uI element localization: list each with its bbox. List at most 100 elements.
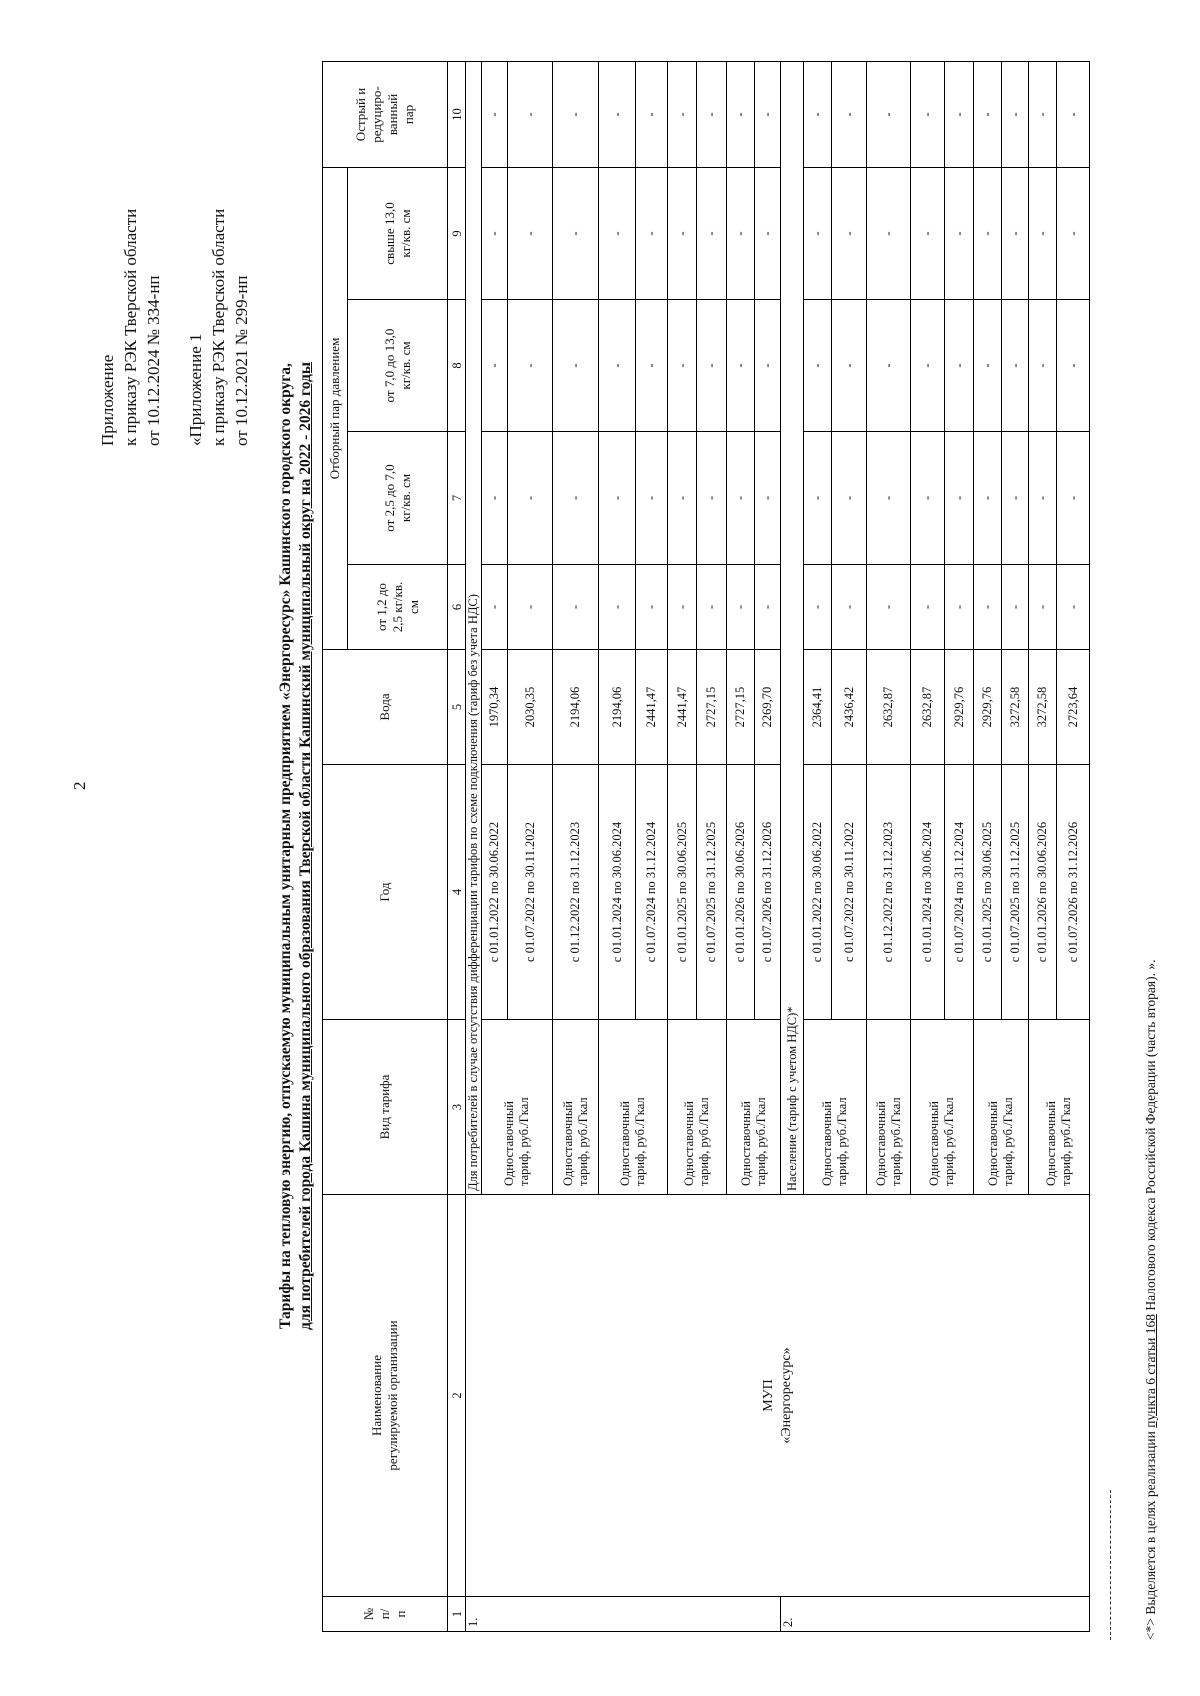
steam-tariff-cell: - xyxy=(944,564,974,650)
period-cell: с 01.12.2022 по 31.12.2023 xyxy=(552,764,599,1020)
steam-tariff-cell: - xyxy=(831,431,867,565)
water-tariff-cell: 2929,76 xyxy=(973,649,1002,765)
steam-tariff-cell: - xyxy=(635,299,668,432)
section-number: 2. xyxy=(780,1596,1090,1632)
page-number: 2 xyxy=(70,781,89,791)
steam-tariff-cell: - xyxy=(866,299,911,432)
sharp-steam-tariff-cell: - xyxy=(507,61,553,168)
sharp-steam-tariff-cell: - xyxy=(598,61,636,168)
header-number: № п/ п xyxy=(322,1596,448,1632)
water-tariff-cell: 2269,70 xyxy=(754,649,781,765)
steam-tariff-cell: - xyxy=(944,167,974,300)
steam-tariff-cell: - xyxy=(866,564,911,650)
water-tariff-cell: 2441,47 xyxy=(635,649,668,765)
steam-tariff-cell: - xyxy=(598,299,636,432)
steam-tariff-cell: - xyxy=(831,167,867,300)
steam-tariff-cell: - xyxy=(598,167,636,300)
steam-tariff-cell: - xyxy=(481,299,508,432)
header-steam-3: от 7,0 до 13,0 кг/кв. см xyxy=(347,299,448,432)
header-organization: Наименование регулируемой организации xyxy=(322,1194,448,1597)
period-cell: с 01.07.2022 по 30.11.2022 xyxy=(507,764,553,1020)
column-number: 3 xyxy=(447,1019,466,1195)
header-steam-group: Отборный пар давлением xyxy=(322,167,348,650)
steam-tariff-cell: - xyxy=(481,431,508,565)
prior-appendix-header: «Приложение 1 к приказу РЭК Тверской обл… xyxy=(184,209,253,446)
steam-tariff-cell: - xyxy=(754,299,781,432)
steam-tariff-cell: - xyxy=(1001,564,1029,650)
steam-tariff-cell: - xyxy=(973,299,1002,432)
appendix-header: Приложение к приказу РЭК Тверской област… xyxy=(96,209,165,446)
sharp-steam-tariff-cell: - xyxy=(831,61,867,168)
steam-tariff-cell: - xyxy=(507,167,553,300)
steam-tariff-cell: - xyxy=(803,167,832,300)
steam-tariff-cell: - xyxy=(726,564,755,650)
steam-tariff-cell: - xyxy=(866,431,911,565)
steam-tariff-cell: - xyxy=(481,167,508,300)
sharp-steam-tariff-cell: - xyxy=(754,61,781,168)
steam-tariff-cell: - xyxy=(507,564,553,650)
period-cell: с 01.01.2025 по 30.06.2025 xyxy=(973,764,1002,1020)
steam-tariff-cell: - xyxy=(552,431,599,565)
steam-tariff-cell: - xyxy=(910,167,945,300)
appendix-line: Приложение xyxy=(98,354,117,446)
water-tariff-cell: 2436,42 xyxy=(831,649,867,765)
header-steam-2: от 2,5 до 7,0 кг/кв. см xyxy=(347,431,448,565)
steam-tariff-cell: - xyxy=(667,564,697,650)
tariff-type: Одноставочный тариф, руб./Гкал xyxy=(552,1019,599,1195)
tariff-type: Одноставочный тариф, руб./Гкал xyxy=(667,1019,727,1195)
tariff-type: Одноставочный тариф, руб./Гкал xyxy=(973,1019,1029,1195)
section-label: Для потребителей в случае отсутствия диф… xyxy=(465,61,482,1195)
sharp-steam-tariff-cell: - xyxy=(481,61,508,168)
tariff-table: № п/ п Наименование регулируемой организ… xyxy=(322,61,1090,1632)
sharp-steam-tariff-cell: - xyxy=(696,61,727,168)
steam-tariff-cell: - xyxy=(696,167,727,300)
tariff-type: Одноставочный тариф, руб./Гкал xyxy=(481,1019,553,1195)
water-tariff-cell: 2727,15 xyxy=(726,649,755,765)
water-tariff-cell: 2030,35 xyxy=(507,649,553,765)
period-cell: с 01.07.2024 по 31.12.2024 xyxy=(944,764,974,1020)
steam-tariff-cell: - xyxy=(667,431,697,565)
column-number: 10 xyxy=(447,61,466,168)
steam-tariff-cell: - xyxy=(1001,431,1029,565)
title-line: для потребителей города Кашина муниципал… xyxy=(297,362,314,1330)
sharp-steam-tariff-cell: - xyxy=(1028,61,1057,168)
column-number: 1 xyxy=(447,1596,466,1632)
sharp-steam-tariff-cell: - xyxy=(1056,61,1090,168)
water-tariff-cell: 2441,47 xyxy=(667,649,697,765)
period-cell: с 01.01.2024 по 30.06.2024 xyxy=(910,764,945,1020)
water-tariff-cell: 2727,15 xyxy=(696,649,727,765)
column-numbers-row: 1 2 3 4 5 6 7 8 9 10 xyxy=(447,61,466,1632)
tariff-type: Одноставочный тариф, руб./Гкал xyxy=(866,1019,911,1195)
tariff-type: Одноставочный тариф, руб./Гкал xyxy=(910,1019,974,1195)
steam-tariff-cell: - xyxy=(831,299,867,432)
steam-tariff-cell: - xyxy=(1056,299,1090,432)
sharp-steam-tariff-cell: - xyxy=(667,61,697,168)
steam-tariff-cell: - xyxy=(726,167,755,300)
period-cell: с 01.01.2026 по 30.06.2026 xyxy=(1028,764,1057,1020)
steam-tariff-cell: - xyxy=(910,564,945,650)
footnote-law-reference-link[interactable]: пункта 6 статьи 168 xyxy=(1143,1313,1158,1428)
appendix-line: к приказу РЭК Тверской области xyxy=(121,208,140,446)
steam-tariff-cell: - xyxy=(944,299,974,432)
header-tariff-type: Вид тарифа xyxy=(322,1019,448,1195)
title-line: Тарифы на тепловую энергию, отпускаемую … xyxy=(277,363,294,1329)
tariff-table-body: 1. МУП «Энергоресурс» Для потребителей в с… xyxy=(465,61,1090,1632)
period-cell: с 01.07.2022 по 30.11.2022 xyxy=(831,764,867,1020)
period-cell: с 01.07.2025 по 31.12.2025 xyxy=(696,764,727,1020)
header-year: Год xyxy=(322,764,448,1020)
steam-tariff-cell: - xyxy=(803,564,832,650)
period-cell: с 01.01.2022 по 30.06.2022 xyxy=(803,764,832,1020)
column-number: 4 xyxy=(447,764,466,1020)
steam-tariff-cell: - xyxy=(1028,167,1057,300)
steam-tariff-cell: - xyxy=(598,431,636,565)
steam-tariff-cell: - xyxy=(507,431,553,565)
water-tariff-cell: 2194,06 xyxy=(552,649,599,765)
steam-tariff-cell: - xyxy=(1056,431,1090,565)
header-steam-4: свыше 13,0 кг/кв. см xyxy=(347,167,448,300)
steam-tariff-cell: - xyxy=(1028,564,1057,650)
water-tariff-cell: 2194,06 xyxy=(598,649,636,765)
steam-tariff-cell: - xyxy=(944,431,974,565)
footnote-text: Налогового кодекса Российской Федерации … xyxy=(1143,959,1158,1314)
water-tariff-cell: 3272,58 xyxy=(1028,649,1057,765)
